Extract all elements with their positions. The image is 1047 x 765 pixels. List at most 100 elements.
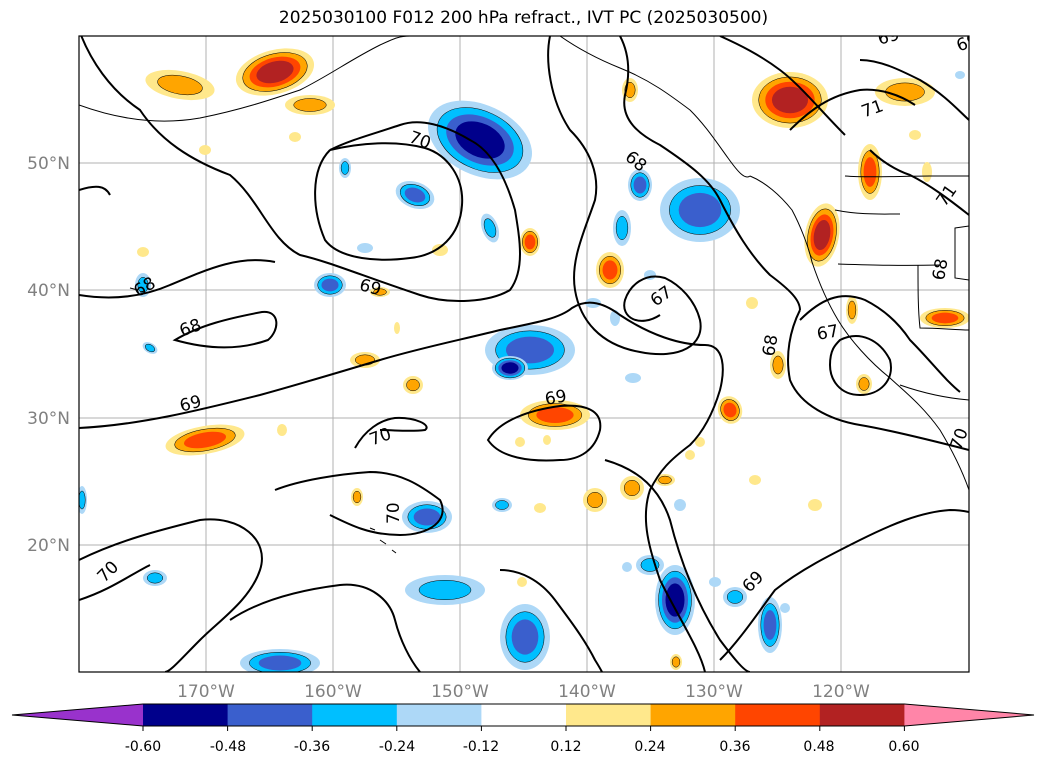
anomaly-level-fill bbox=[633, 176, 647, 194]
negative-anomaly-patch bbox=[492, 356, 528, 380]
negative-anomaly-patch bbox=[660, 178, 740, 242]
colorbar-bin bbox=[650, 704, 736, 726]
colorbar-tick-label: -0.60 bbox=[125, 739, 161, 755]
anomaly-level-fill bbox=[922, 162, 932, 182]
positive-anomaly-patch bbox=[583, 488, 607, 512]
negative-anomaly-patch bbox=[500, 604, 550, 670]
positive-anomaly-patch bbox=[746, 297, 758, 309]
lat-label: 40°N bbox=[27, 281, 70, 301]
anomaly-level-fill bbox=[586, 491, 604, 509]
positive-anomaly-patch bbox=[199, 145, 211, 155]
negative-anomaly-patch bbox=[655, 565, 695, 635]
colorbar-bin bbox=[312, 704, 398, 726]
contour-label: 69 bbox=[954, 30, 981, 56]
colorbar-tick-label: 0.48 bbox=[803, 739, 834, 755]
colorbar-tick-label: -0.48 bbox=[210, 739, 246, 755]
anomaly-level-fill bbox=[623, 479, 641, 497]
contour-label: 68 bbox=[929, 257, 952, 282]
contour-label: 69 bbox=[543, 386, 568, 409]
positive-anomaly-patch bbox=[670, 654, 682, 670]
negative-anomaly-patch bbox=[613, 210, 631, 246]
anomaly-level-fill bbox=[536, 407, 574, 423]
lon-label: 120°W bbox=[812, 682, 870, 702]
positive-anomaly-patch bbox=[165, 424, 245, 456]
anomaly-level-fill bbox=[780, 603, 790, 613]
anomaly-level-fill bbox=[144, 343, 156, 353]
anomaly-level-fill bbox=[771, 86, 809, 114]
colorbar-tick-label: 0.12 bbox=[550, 739, 581, 755]
anomaly-level-fill bbox=[858, 377, 870, 391]
colorbar-bin bbox=[227, 704, 313, 726]
anomaly-level-fill bbox=[394, 322, 400, 334]
colorbar-tick-label: -0.24 bbox=[379, 739, 415, 755]
positive-anomaly-patch bbox=[922, 162, 932, 182]
positive-anomaly-patch bbox=[858, 144, 882, 200]
contour-label: 70 bbox=[384, 502, 404, 524]
map-title: 2025030100 F012 200 hPa refract., IVT PC… bbox=[278, 8, 769, 28]
negative-anomaly-patch bbox=[79, 486, 87, 514]
anomaly-level-fill bbox=[293, 98, 327, 112]
coastlines bbox=[79, 36, 969, 554]
positive-anomaly-patch bbox=[770, 351, 786, 379]
refractivity-contours bbox=[79, 36, 969, 672]
anomaly-level-fill bbox=[709, 577, 721, 587]
negative-anomaly-patch bbox=[395, 180, 435, 210]
anomaly-level-fill bbox=[352, 490, 362, 504]
negative-anomaly-patch bbox=[405, 575, 485, 605]
anomaly-level-fill bbox=[847, 300, 857, 320]
positive-anomaly-patch bbox=[235, 48, 315, 96]
positive-anomaly-patch bbox=[920, 308, 969, 328]
anomaly-level-fill bbox=[772, 355, 784, 375]
contour-label: 69 bbox=[178, 392, 204, 417]
anomaly-level-fill bbox=[763, 610, 777, 640]
anomaly-level-fill bbox=[658, 475, 672, 485]
positive-anomaly-patch bbox=[285, 95, 335, 115]
positive-anomaly-patch bbox=[351, 488, 363, 506]
anomaly-level-fill bbox=[678, 192, 722, 228]
anomaly-level-fill bbox=[404, 187, 426, 203]
negative-anomaly-patch bbox=[709, 577, 721, 587]
positive-anomaly-patch bbox=[620, 476, 644, 500]
negative-anomaly-patch bbox=[143, 570, 167, 586]
anomaly-level-fill bbox=[277, 424, 287, 436]
anomaly-level-fill bbox=[543, 435, 551, 445]
colorbar-bin bbox=[396, 704, 482, 726]
anomaly-level-fill bbox=[258, 655, 302, 671]
negative-anomaly-patch bbox=[135, 273, 151, 297]
anomaly-level-fill bbox=[665, 583, 685, 617]
negative-anomaly-patch bbox=[622, 562, 632, 572]
colorbar-tick-label: 0.36 bbox=[719, 739, 750, 755]
colorbar-bin bbox=[735, 704, 821, 726]
negative-anomaly-patch bbox=[428, 100, 532, 180]
anomaly-level-fill bbox=[909, 130, 921, 140]
colorbar-tick-label: 0.24 bbox=[634, 739, 665, 755]
positive-anomaly-patch bbox=[856, 374, 872, 394]
positive-anomaly-patch bbox=[350, 352, 380, 368]
anomaly-level-fill bbox=[413, 508, 441, 526]
anomaly-level-fill bbox=[432, 244, 448, 256]
positive-anomaly-patch bbox=[543, 435, 551, 445]
anomaly-level-fill bbox=[501, 362, 519, 374]
anomaly-level-fill bbox=[602, 260, 618, 280]
anomaly-level-fill bbox=[534, 503, 546, 513]
anomaly-level-fill bbox=[340, 161, 350, 175]
anomaly-level-fill bbox=[615, 216, 629, 240]
anomaly-level-fill bbox=[256, 60, 294, 84]
positive-anomaly-patch bbox=[289, 132, 301, 142]
positive-anomaly-patch bbox=[808, 499, 822, 511]
anomaly-level-fill bbox=[749, 475, 761, 485]
anomaly-level-fill bbox=[79, 490, 86, 510]
lon-label: 150°W bbox=[431, 682, 489, 702]
anomaly-level-fill bbox=[357, 243, 373, 253]
anomaly-level-fill bbox=[685, 450, 695, 460]
contour-label: 67 bbox=[647, 282, 676, 311]
lon-label: 140°W bbox=[558, 682, 616, 702]
negative-anomaly-patch bbox=[674, 499, 686, 511]
anomaly-level-fill bbox=[506, 336, 554, 364]
anomaly-level-fill bbox=[183, 431, 227, 449]
lon-label: 130°W bbox=[685, 682, 743, 702]
negative-anomaly-patch bbox=[240, 649, 320, 672]
longitude-labels: 170°W 160°W 150°W 140°W 130°W 120°W bbox=[177, 682, 870, 702]
positive-anomaly-patch bbox=[394, 322, 400, 334]
